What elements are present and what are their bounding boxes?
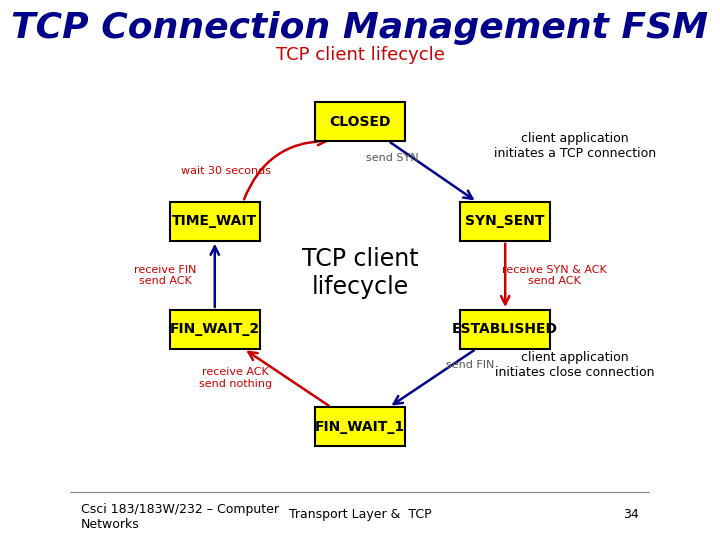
Text: TCP client lifecycle: TCP client lifecycle xyxy=(276,46,444,64)
Text: client application
initiates close connection: client application initiates close conne… xyxy=(495,350,654,379)
Text: receive FIN
send ACK: receive FIN send ACK xyxy=(134,265,197,286)
FancyBboxPatch shape xyxy=(460,310,550,349)
Text: send FIN: send FIN xyxy=(446,360,495,369)
Text: receive SYN & ACK
send ACK: receive SYN & ACK send ACK xyxy=(503,265,607,286)
Text: client application
initiates a TCP connection: client application initiates a TCP conne… xyxy=(494,132,656,160)
FancyBboxPatch shape xyxy=(315,102,405,141)
FancyBboxPatch shape xyxy=(170,202,260,241)
Text: wait 30 seconds: wait 30 seconds xyxy=(181,166,271,177)
Text: FIN_WAIT_2: FIN_WAIT_2 xyxy=(170,322,260,336)
Text: TIME_WAIT: TIME_WAIT xyxy=(172,214,257,228)
FancyBboxPatch shape xyxy=(170,310,260,349)
Text: ESTABLISHED: ESTABLISHED xyxy=(452,322,558,336)
FancyBboxPatch shape xyxy=(315,407,405,446)
Text: 34: 34 xyxy=(623,508,639,521)
FancyBboxPatch shape xyxy=(460,202,550,241)
Text: TCP client
lifecycle: TCP client lifecycle xyxy=(302,247,418,299)
Text: SYN_SENT: SYN_SENT xyxy=(465,214,545,228)
Text: FIN_WAIT_1: FIN_WAIT_1 xyxy=(315,420,405,434)
Text: send SYN: send SYN xyxy=(366,153,418,163)
Text: receive ACK
send nothing: receive ACK send nothing xyxy=(199,367,271,389)
Text: TCP Connection Management FSM: TCP Connection Management FSM xyxy=(12,11,708,45)
Text: Transport Layer &  TCP: Transport Layer & TCP xyxy=(289,508,431,521)
Text: CLOSED: CLOSED xyxy=(329,114,391,129)
Text: Csci 183/183W/232 – Computer
Networks: Csci 183/183W/232 – Computer Networks xyxy=(81,503,279,531)
